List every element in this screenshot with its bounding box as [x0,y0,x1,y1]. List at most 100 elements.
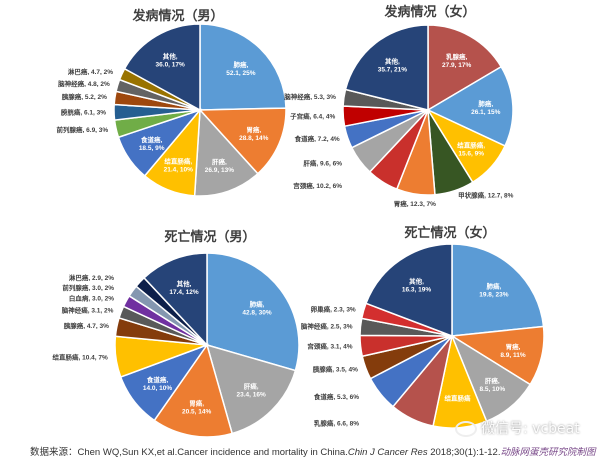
slice-label-value: 17.4, 12% [169,289,198,296]
slice-label: 宫颈癌, 10.2, 6% [293,181,342,190]
slice-label-name: 乳腺癌, [446,52,468,61]
slice-label: 子宫癌, 6.4, 4% [290,112,335,121]
watermark: 微信号: vcbeat [455,418,580,438]
slice-label: 肝癌, 23.4, 16% [237,381,266,398]
source-credit: 动脉网蛋壳研究院制图 [500,447,596,458]
slice-label: 脑神经癌, 5.3, 3% [283,92,336,101]
slice-label: 食道癌, 7.2, 4% [294,134,340,143]
pie-slice [426,65,514,147]
slice-label: 卵巢癌, 2.3, 3% [311,304,356,313]
slice-label: 结直肠癌 [445,393,472,402]
slice-label-name: 肝癌, [485,376,500,385]
slice-label-name: 其他, [409,277,424,286]
chart-title: 死亡情况（男） [164,229,255,245]
slice-label-name: 其他, [385,56,400,65]
slice-label: 其他, 16.3, 19% [402,277,431,294]
slice-label-name: 胃癌, [506,342,521,351]
slice-label-name: 肝癌, [244,381,259,390]
slice-labels: 肺癌, 42.8, 30% 肝癌, 23.4, 16% 胃癌, 20.5, 14% 食道癌,… [53,273,272,416]
chart-title: 发病情况（男） [131,8,223,24]
slice-label: 结直肠癌, 21.4, 10% [164,156,193,173]
slice-label: 肝癌, 9.6, 6% [303,159,342,168]
slice-label-value: 8.9, 11% [500,352,526,359]
slice-label: 胰腺癌, 5.2, 2% [61,92,107,101]
slice-label-name: 肝癌, [212,157,227,166]
pie-slice [198,107,287,175]
slice-label-name: 其他, [177,279,192,288]
slice-label-name: 肺癌, [233,60,248,69]
watermark-text: 微信号: vcbeat [481,421,580,437]
slice-label: 白血病, 3.0, 2% [69,294,114,303]
slice-label: 食道癌, 18.5, 9% [139,135,165,152]
slice-label: 其他, 36.0, 17% [156,52,185,69]
slice-label: 乳腺癌, 6.6, 8% [314,418,359,427]
pie-slice [206,252,300,372]
slice-label: 肝癌, 26.9, 13% [205,157,234,174]
slice-label-name: 胃癌, [246,125,261,134]
slice-label: 脑神经癌, 2.5, 3% [300,321,353,330]
source-citation: 2018;30(1):1-12. [427,447,501,458]
slice-label-name: 食道癌, [140,135,163,144]
slice-label: 脑神经癌, 3.1, 2% [61,305,114,314]
slice-label-name: 结直肠癌 [445,393,472,402]
pie-slice [205,343,297,435]
slice-label: 甲状腺癌, 12.7, 8% [458,190,513,199]
wechat-logo-icon [455,421,477,437]
slice-label-value: 21.4, 10% [164,166,193,173]
slice-label: 胰腺癌, 4.7, 3% [63,321,109,330]
slice-label-value: 14.0, 10% [143,385,172,392]
slice-label: 前列腺癌, 6.9, 3% [57,125,109,134]
slice-label-value: 15.6, 9% [458,150,484,157]
chart-title: 发病情况（女） [383,4,475,20]
pie-slice [451,243,545,337]
pie-chart-0: 发病情况（男） 肺癌, 52.1, 25% 胃癌, 28.8, 14% 肝癌, 26.9, … [57,8,287,197]
slice-label: 胃癌, 28.8, 14% [239,125,268,142]
slice-label: 结直肠癌, 15.6, 9% [457,140,485,157]
slice-label-value: 20.5, 14% [182,409,211,416]
slice-label: 脑神经癌, 4.8, 2% [57,79,110,88]
slice-label-value: 8.5, 10% [479,386,505,393]
slice-label-value: 26.1, 15% [471,109,500,116]
source-note: 数据来源：Chen WQ,Sun KX,et al.Cancer inciden… [30,444,596,458]
slice-label: 肺癌, 19.8, 23% [479,282,508,299]
slice-label-name: 其他, [163,52,178,61]
slice-labels: 肺癌, 52.1, 25% 胃癌, 28.8, 14% 肝癌, 26.9, 13% 结直肠癌… [57,52,269,174]
slice-label-name: 肺癌, [250,299,265,308]
slice-label-value: 52.1, 25% [226,70,255,77]
pie-chart-1: 发病情况（女） 乳腺癌, 27.9, 17% 肺癌, 26.1, 15% 结直肠癌, 15.… [283,4,514,208]
source-journal: Chin J Cancer Res [347,447,428,458]
slice-label: 肺癌, 52.1, 25% [226,60,255,77]
slice-label-value: 27.9, 17% [442,62,471,69]
pie-slice [123,23,201,112]
pie-slice [199,23,287,111]
slice-label: 肺癌, 42.8, 30% [242,299,271,316]
slice-label-name: 结直肠癌, [457,140,485,149]
pie-slice [344,24,429,111]
pie-slice [193,108,259,197]
slice-label: 淋巴癌, 4.7, 2% [68,67,113,76]
slice-label: 其他, 17.4, 12% [169,279,198,296]
slice-label-name: 胃癌, [189,399,204,408]
slice-label-value: 42.8, 30% [242,309,271,316]
slice-label-value: 18.5, 9% [139,145,165,152]
slice-label-name: 肺癌, [478,99,493,108]
pie-slice [427,24,503,112]
slice-label: 结直肠癌, 10.4, 7% [53,353,108,362]
slice-label-value: 28.8, 14% [239,135,268,142]
slice-labels: 乳腺癌, 27.9, 17% 肺癌, 26.1, 15% 结直肠癌, 15.6, 9% 其他… [283,52,513,208]
pie-slice [153,343,234,438]
slice-label-name: 食道癌, [146,375,169,384]
slice-label: 胰腺癌, 3.5, 4% [312,364,358,373]
slice-label-value: 36.0, 17% [156,62,185,69]
source-prefix: 数据来源：Chen WQ,Sun KX,et al.Cancer inciden… [30,447,348,458]
slice-label: 前列腺癌, 3.0, 2% [62,283,114,292]
slice-label-value: 19.8, 23% [479,292,508,299]
slice-label-value: 23.4, 16% [237,391,266,398]
slice-label: 肝癌, 8.5, 10% [479,376,505,393]
pie-slice [143,252,208,347]
slice-label-value: 26.9, 13% [205,167,234,174]
slice-label: 胃癌, 20.5, 14% [182,399,211,416]
slice-labels: 肺癌, 19.8, 23% 胃癌, 8.9, 11% 肝癌, 8.5, 10% 结直肠癌 其他… [300,277,526,428]
slice-label: 食道癌, 14.0, 10% [143,375,172,392]
